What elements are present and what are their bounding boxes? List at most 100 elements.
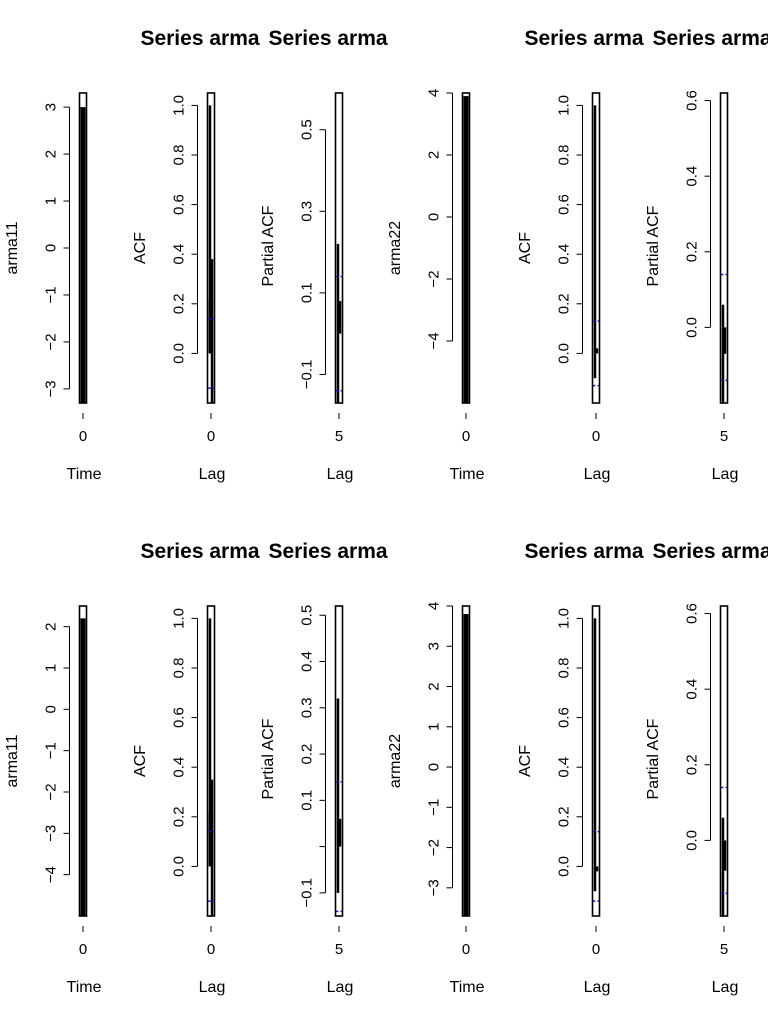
x-tick-label: 0 — [592, 428, 600, 445]
panel-9: Series arma −0.1 0.1 0.2 0.3 0.4 0.5 5 Lag Partia… — [260, 540, 388, 996]
plot-frame — [719, 92, 729, 404]
y-axis-label: arma22 — [387, 221, 404, 275]
plot-frame — [591, 605, 601, 917]
x-tick-label: 0 — [462, 428, 470, 445]
y-tick-label: 0.4 — [683, 166, 700, 187]
x-axis-label: Lag — [327, 979, 354, 996]
y-tick-label: 0.2 — [683, 754, 700, 775]
y-tick-label: 0 — [425, 213, 442, 221]
y-tick-label: 1.0 — [555, 608, 572, 629]
y-tick-label: 0.0 — [683, 830, 700, 851]
panel-8: Series arma 0.0 0.2 0.4 0.6 0.8 1.0 0 Lag ACF — [132, 540, 260, 996]
x-tick-label: 5 — [720, 941, 728, 958]
panel-2: Series arma 0.0 0.2 0.4 0.6 0.8 1.0 0 Lag ACF — [132, 27, 260, 483]
plot-frame — [78, 605, 88, 917]
x-axis-label: Time — [450, 979, 485, 996]
y-axis-label: Partial ACF — [645, 205, 662, 286]
y-tick-label: 3 — [42, 103, 59, 111]
y-tick-label: 0.8 — [170, 145, 187, 166]
x-axis-label: Lag — [712, 466, 739, 483]
x-tick-label: 5 — [720, 428, 728, 445]
y-tick-label: 0.8 — [555, 145, 572, 166]
y-tick-label: −3 — [42, 380, 59, 397]
y-tick-label: 3 — [425, 642, 442, 650]
plot-frame — [461, 92, 471, 404]
y-tick-label: 0 — [42, 244, 59, 252]
y-tick-label: 1 — [42, 197, 59, 205]
x-tick-label: 0 — [79, 941, 87, 958]
y-tick-label: −1 — [42, 286, 59, 303]
x-tick-label: 5 — [335, 428, 343, 445]
series-line — [80, 618, 86, 916]
panel-title: Series arma — [140, 27, 259, 50]
y-axis-label: ACF — [132, 232, 149, 264]
y-tick-label: 0.4 — [555, 244, 572, 265]
y-tick-label: 0.6 — [683, 90, 700, 111]
panel-title: Series arma — [268, 540, 387, 563]
x-axis-label: Lag — [584, 466, 611, 483]
y-tick-label: 4 — [425, 89, 442, 97]
y-axis-label: Partial ACF — [645, 718, 662, 799]
y-axis-label: arma11 — [4, 734, 21, 787]
y-tick-label: 0.2 — [170, 293, 187, 314]
y-tick-label: 0.2 — [555, 806, 572, 827]
x-tick-label: 5 — [335, 941, 343, 958]
x-axis-label: Lag — [199, 979, 226, 996]
panel-3: Series arma −0.1 0.1 0.3 0.5 5 Lag Partial ACF — [260, 27, 388, 483]
y-axis-label: arma11 — [4, 221, 21, 274]
y-axis-label: Partial ACF — [260, 205, 277, 286]
y-tick-label: 0.0 — [170, 856, 187, 877]
series-line — [80, 107, 86, 403]
y-tick-label: 0.1 — [298, 790, 315, 811]
x-axis-label: Lag — [327, 466, 354, 483]
plot-frame — [206, 92, 216, 404]
y-tick-label: 1.0 — [170, 95, 187, 116]
plot-frame — [78, 92, 88, 404]
y-tick-label: −3 — [425, 879, 442, 896]
y-tick-label: 0.1 — [298, 282, 315, 303]
y-tick-label: 4 — [425, 602, 442, 610]
y-tick-label: 0.0 — [555, 343, 572, 364]
y-tick-label: 0.4 — [170, 244, 187, 265]
panel-6: Series arma 0.0 0.2 0.4 0.6 5 Lag Partial ACF — [645, 27, 768, 483]
y-axis-label: ACF — [132, 745, 149, 777]
plot-frame — [591, 92, 601, 404]
y-tick-label: 2 — [425, 151, 442, 159]
x-tick-label: 0 — [207, 428, 215, 445]
y-tick-label: 0.6 — [555, 194, 572, 215]
y-tick-label: 0.4 — [298, 651, 315, 672]
y-tick-label: −2 — [42, 333, 59, 350]
y-tick-label: 0.3 — [298, 697, 315, 718]
panel-title: Series arma — [268, 27, 387, 50]
y-tick-label: 1.0 — [555, 95, 572, 116]
x-axis-label: Lag — [584, 979, 611, 996]
panel-11: Series arma 0.0 0.2 0.4 0.6 0.8 1.0 0 Lag ACF — [517, 540, 644, 996]
panel-title: Series arma — [140, 540, 259, 563]
y-tick-label: −1 — [425, 799, 442, 816]
panel-title: Series arma — [652, 27, 768, 50]
y-tick-label: 0.6 — [555, 707, 572, 728]
y-tick-label: −0.1 — [298, 878, 315, 908]
y-tick-label: 0.2 — [683, 241, 700, 262]
x-axis-label: Lag — [712, 979, 739, 996]
y-tick-label: 0.6 — [683, 603, 700, 624]
y-tick-label: 0.2 — [298, 744, 315, 765]
y-tick-label: 0.4 — [170, 757, 187, 778]
x-axis-label: Time — [67, 466, 102, 483]
y-tick-label: 0.2 — [170, 806, 187, 827]
y-tick-label: 2 — [42, 150, 59, 158]
y-tick-label: 0.2 — [555, 293, 572, 314]
y-tick-label: −3 — [42, 825, 59, 842]
x-axis-label: Lag — [199, 466, 226, 483]
y-axis-label: arma22 — [387, 734, 404, 788]
y-tick-label: 0 — [425, 763, 442, 771]
y-axis-label: ACF — [517, 232, 534, 264]
plot-frame — [334, 605, 344, 917]
x-tick-label: 0 — [592, 941, 600, 958]
x-tick-label: 0 — [207, 941, 215, 958]
y-tick-label: −2 — [425, 839, 442, 856]
y-tick-label: 0.8 — [170, 658, 187, 679]
y-tick-label: 0.0 — [683, 317, 700, 338]
y-tick-label: 0.0 — [170, 343, 187, 364]
